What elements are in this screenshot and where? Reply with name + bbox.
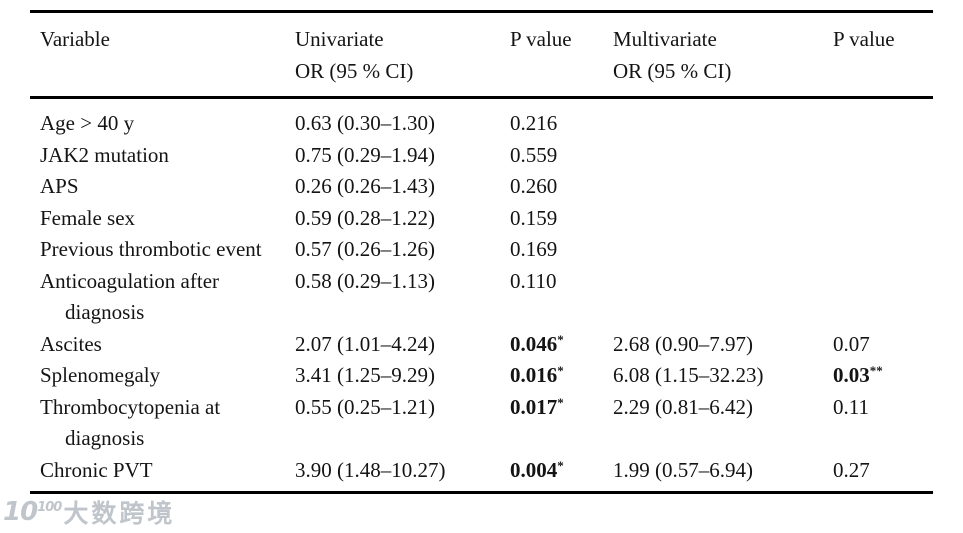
uni-or-cell: 0.55 (0.25–1.21): [295, 394, 435, 419]
table-body: Age > 40 y 0.63 (0.30–1.30) 0.216 JAK2 m…: [30, 98, 933, 493]
table-row-aps: APS 0.26 (0.26–1.43) 0.260: [30, 171, 933, 203]
table-row-thrombocytopenia: Thrombocytopenia at diagnosis 0.55 (0.25…: [30, 392, 933, 455]
uni-p-cell: 0.016*: [510, 363, 564, 387]
multi-p-cell: [833, 171, 933, 203]
uni-or-cell: 0.26 (0.26–1.43): [295, 174, 435, 198]
table-row-splenomegaly: Splenomegaly 3.41 (1.25–9.29) 0.016* 6.0…: [30, 360, 933, 392]
watermark-googol-logo-icon: 10100: [3, 497, 62, 527]
multi-p-cell: [833, 234, 933, 266]
watermark: 10100 大数跨境: [3, 494, 175, 530]
multi-or-cell: [613, 203, 833, 235]
uni-or-cell: 2.07 (1.01–4.24): [295, 331, 435, 356]
multi-or-cell: 1.99 (0.57–6.94): [613, 457, 753, 482]
uni-or-cell: 0.57 (0.26–1.26): [295, 237, 435, 261]
variable-cell: Previous thrombotic event: [40, 237, 262, 261]
uni-p-cell: 0.169: [510, 237, 558, 261]
statistics-table-container: Variable Univariate OR (95 % CI) P value…: [30, 10, 933, 494]
multi-or-cell: [613, 140, 833, 172]
significance-asterisk: *: [557, 363, 564, 378]
variable-cell: APS: [40, 174, 79, 198]
multi-or-cell: 6.08 (1.15–32.23): [613, 363, 764, 387]
uni-p-cell: 0.260: [510, 174, 558, 198]
multi-p-cell: 0.07: [833, 331, 870, 356]
multi-p-cell: [833, 98, 933, 140]
variable-cell: Thrombocytopenia at diagnosis: [40, 394, 221, 451]
multi-or-cell: [613, 266, 833, 329]
table-row-age: Age > 40 y 0.63 (0.30–1.30) 0.216: [30, 98, 933, 140]
watermark-brand-text: 大数跨境: [63, 499, 176, 528]
table-row-ascites: Ascites 2.07 (1.01–4.24) 0.046* 2.68 (0.…: [30, 329, 933, 361]
uni-p-cell: 0.216: [510, 111, 558, 135]
or-pvalue-table: Variable Univariate OR (95 % CI) P value…: [30, 10, 933, 494]
variable-cell: JAK2 mutation: [40, 142, 169, 167]
uni-p-cell: 0.159: [510, 205, 558, 230]
uni-or-cell: 0.63 (0.30–1.30): [295, 111, 435, 135]
uni-p-cell: 0.046*: [510, 331, 564, 356]
col-header-p-value-univariate: P value: [510, 11, 613, 99]
variable-cell: Female sex: [40, 205, 136, 230]
uni-or-cell: 0.58 (0.29–1.13): [295, 268, 435, 293]
col-header-p-value-multivariate: P value: [833, 11, 933, 99]
multi-or-cell: [613, 171, 833, 203]
multi-p-cell: [833, 203, 933, 235]
multi-or-cell: [613, 234, 833, 266]
significance-asterisk: *: [557, 394, 564, 410]
significance-asterisk: *: [557, 331, 564, 347]
variable-cell: Ascites: [40, 331, 102, 356]
table-row-chronic-pvt: Chronic PVT 3.90 (1.48–10.27) 0.004* 1.9…: [30, 455, 933, 493]
multi-or-cell: 2.68 (0.90–7.97): [613, 331, 753, 356]
table-header: Variable Univariate OR (95 % CI) P value…: [30, 11, 933, 99]
col-header-variable: Variable: [30, 11, 295, 99]
uni-or-cell: 3.41 (1.25–9.29): [295, 363, 435, 387]
multi-p-cell: [833, 140, 933, 172]
multi-p-cell: [833, 266, 933, 329]
multi-p-cell: 0.11: [833, 394, 869, 419]
table-row-previous-thrombotic-event: Previous thrombotic event 0.57 (0.26–1.2…: [30, 234, 933, 266]
uni-p-cell: 0.110: [510, 268, 557, 293]
variable-cell: Splenomegaly: [40, 363, 161, 387]
significance-asterisk: **: [869, 363, 883, 378]
uni-p-cell: 0.559: [510, 142, 558, 167]
col-header-multivariate-or: Multivariate OR (95 % CI): [613, 11, 833, 99]
table-row-anticoagulation: Anticoagulation after diagnosis 0.58 (0.…: [30, 266, 933, 329]
col-header-univariate-or: Univariate OR (95 % CI): [295, 11, 510, 99]
multi-or-cell: 2.29 (0.81–6.42): [613, 394, 753, 419]
uni-p-cell: 0.017*: [510, 394, 564, 419]
header-row: Variable Univariate OR (95 % CI) P value…: [30, 11, 933, 99]
multi-or-cell: [613, 98, 833, 140]
variable-cell: Anticoagulation after diagnosis: [40, 268, 220, 325]
uni-p-cell: 0.004*: [510, 457, 564, 482]
variable-cell: Chronic PVT: [40, 457, 153, 482]
significance-asterisk: *: [557, 457, 564, 473]
uni-or-cell: 0.75 (0.29–1.94): [295, 142, 435, 167]
uni-or-cell: 3.90 (1.48–10.27): [295, 457, 446, 482]
table-row-female-sex: Female sex 0.59 (0.28–1.22) 0.159: [30, 203, 933, 235]
multi-p-cell: 0.03**: [833, 363, 883, 387]
multi-p-cell: 0.27: [833, 457, 870, 482]
uni-or-cell: 0.59 (0.28–1.22): [295, 205, 435, 230]
table-row-jak2: JAK2 mutation 0.75 (0.29–1.94) 0.559: [30, 140, 933, 172]
variable-cell: Age > 40 y: [40, 111, 135, 135]
